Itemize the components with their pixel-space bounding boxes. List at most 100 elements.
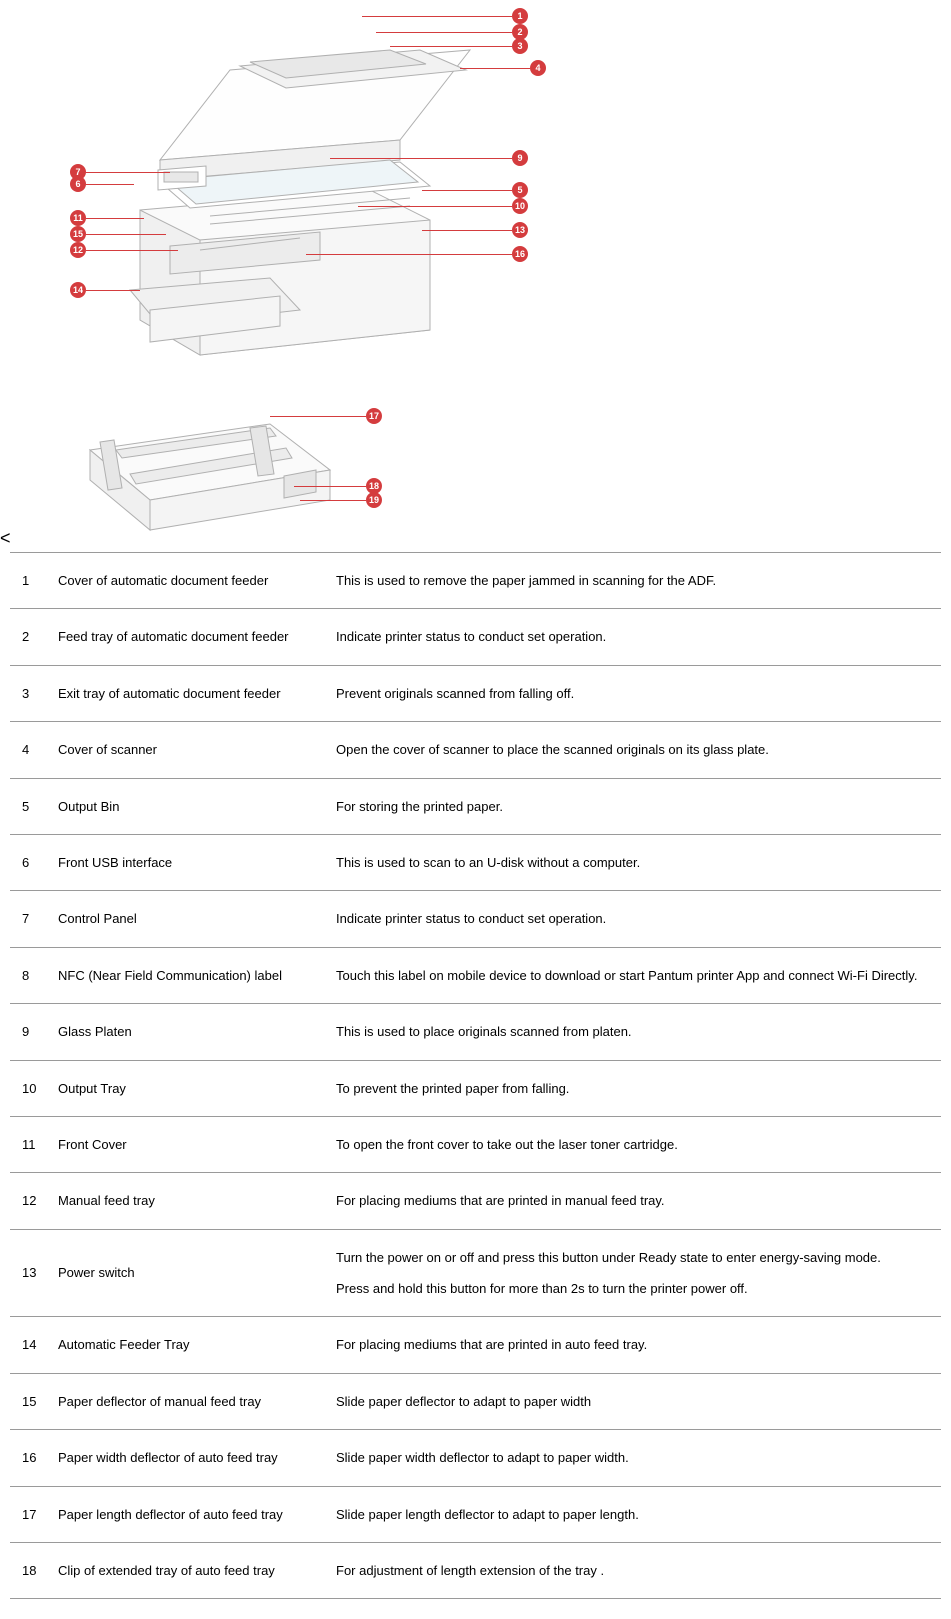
part-name: Exit tray of automatic document feeder [52, 665, 330, 721]
table-row: 18Clip of extended tray of auto feed tra… [10, 1543, 941, 1599]
part-number: 16 [10, 1430, 52, 1486]
leader-14 [86, 290, 140, 291]
callout-16: 16 [512, 246, 528, 262]
part-number: 5 [10, 778, 52, 834]
callout-1: 1 [512, 8, 528, 24]
part-description-line: Press and hold this button for more than… [336, 1277, 935, 1300]
part-number: 17 [10, 1486, 52, 1542]
part-description: To open the front cover to take out the … [330, 1116, 941, 1172]
part-number: 8 [10, 947, 52, 1003]
part-description: Prevent originals scanned from falling o… [330, 665, 941, 721]
table-row: 7Control PanelIndicate printer status to… [10, 891, 941, 947]
part-number: 14 [10, 1317, 52, 1373]
table-row: 16Paper width deflector of auto feed tra… [10, 1430, 941, 1486]
leader-4 [460, 68, 530, 69]
part-number: 15 [10, 1373, 52, 1429]
part-number: 1 [10, 553, 52, 609]
diagram-area: 1234567910111213141516 171819 [0, 0, 951, 540]
part-number: 13 [10, 1229, 52, 1317]
part-number: 11 [10, 1116, 52, 1172]
table-row: 13Power switch Turn the power on or off a… [10, 1229, 941, 1317]
table-row: 14Automatic Feeder TrayFor placing mediu… [10, 1317, 941, 1373]
part-name: Front USB interface [52, 834, 330, 890]
leader-17 [270, 416, 366, 417]
leader-9 [330, 158, 512, 159]
callout-13: 13 [512, 222, 528, 238]
callout-5: 5 [512, 182, 528, 198]
leader-6 [86, 184, 134, 185]
table-row: 5Output BinFor storing the printed paper… [10, 778, 941, 834]
part-name: Paper width deflector of auto feed tray [52, 1430, 330, 1486]
callout-4: 4 [530, 60, 546, 76]
part-number: 10 [10, 1060, 52, 1116]
callout-19: 19 [366, 492, 382, 508]
part-description: Indicate printer status to conduct set o… [330, 891, 941, 947]
part-name: Front Cover [52, 1116, 330, 1172]
part-description: This is used to scan to an U-disk withou… [330, 834, 941, 890]
part-description: Indicate printer status to conduct set o… [330, 609, 941, 665]
callout-12: 12 [70, 242, 86, 258]
table-row: 10Output TrayTo prevent the printed pape… [10, 1060, 941, 1116]
part-name: Cover of automatic document feeder [52, 553, 330, 609]
part-number: 18 [10, 1543, 52, 1599]
part-description: Slide paper deflector to adapt to paper … [330, 1373, 941, 1429]
part-name: NFC (Near Field Communication) label [52, 947, 330, 1003]
table-row: 9Glass PlatenThis is used to place origi… [10, 1004, 941, 1060]
callout-15: 15 [70, 226, 86, 242]
part-name: Power switch [52, 1229, 330, 1317]
leader-19 [300, 500, 366, 501]
part-name: Paper deflector of manual feed tray [52, 1373, 330, 1429]
callout-17: 17 [366, 408, 382, 424]
part-name: Output Bin [52, 778, 330, 834]
part-number: 9 [10, 1004, 52, 1060]
parts-table-wrap: 1Cover of automatic document feederThis … [10, 552, 941, 1599]
part-name: Clip of extended tray of auto feed tray [52, 1543, 330, 1599]
leader-15 [86, 234, 166, 235]
table-row: 11Front CoverTo open the front cover to … [10, 1116, 941, 1172]
part-description: Turn the power on or off and press this … [330, 1229, 941, 1317]
leader-18 [294, 486, 366, 487]
part-number: 2 [10, 609, 52, 665]
table-row: 15Paper deflector of manual feed traySli… [10, 1373, 941, 1429]
part-description: Open the cover of scanner to place the s… [330, 722, 941, 778]
part-name: Manual feed tray [52, 1173, 330, 1229]
part-description: This is used to remove the paper jammed … [330, 553, 941, 609]
table-row: 1Cover of automatic document feederThis … [10, 553, 941, 609]
lt-symbol: < [0, 528, 11, 549]
table-row: 2Feed tray of automatic document feederI… [10, 609, 941, 665]
printer-main-figure: 1234567910111213141516 [70, 10, 540, 370]
part-description-line: Turn the power on or off and press this … [336, 1246, 935, 1269]
table-row: 8NFC (Near Field Communication) labelTou… [10, 947, 941, 1003]
callout-14: 14 [70, 282, 86, 298]
leader-11 [86, 218, 144, 219]
part-number: 6 [10, 834, 52, 890]
table-row: 6Front USB interfaceThis is used to scan… [10, 834, 941, 890]
leader-3 [390, 46, 512, 47]
part-name: Control Panel [52, 891, 330, 947]
leader-1 [362, 16, 512, 17]
leader-5 [422, 190, 512, 191]
callout-3: 3 [512, 38, 528, 54]
table-row: 17Paper length deflector of auto feed tr… [10, 1486, 941, 1542]
table-row: 12Manual feed trayFor placing mediums th… [10, 1173, 941, 1229]
leader-16 [306, 254, 512, 255]
leader-7 [86, 172, 170, 173]
part-description: For placing mediums that are printed in … [330, 1173, 941, 1229]
parts-table: 1Cover of automatic document feederThis … [10, 552, 941, 1599]
part-description: To prevent the printed paper from fallin… [330, 1060, 941, 1116]
leader-12 [86, 250, 178, 251]
leader-13 [422, 230, 512, 231]
leader-2 [376, 32, 512, 33]
tray-detail-svg [70, 380, 390, 540]
table-row: 4Cover of scannerOpen the cover of scann… [10, 722, 941, 778]
part-description: For placing mediums that are printed in … [330, 1317, 941, 1373]
part-name: Glass Platen [52, 1004, 330, 1060]
part-number: 3 [10, 665, 52, 721]
callout-10: 10 [512, 198, 528, 214]
part-number: 7 [10, 891, 52, 947]
callout-7: 7 [70, 164, 86, 180]
part-number: 12 [10, 1173, 52, 1229]
leader-10 [358, 206, 512, 207]
table-row: 3Exit tray of automatic document feederP… [10, 665, 941, 721]
tray-detail-figure: 171819 [70, 380, 390, 540]
